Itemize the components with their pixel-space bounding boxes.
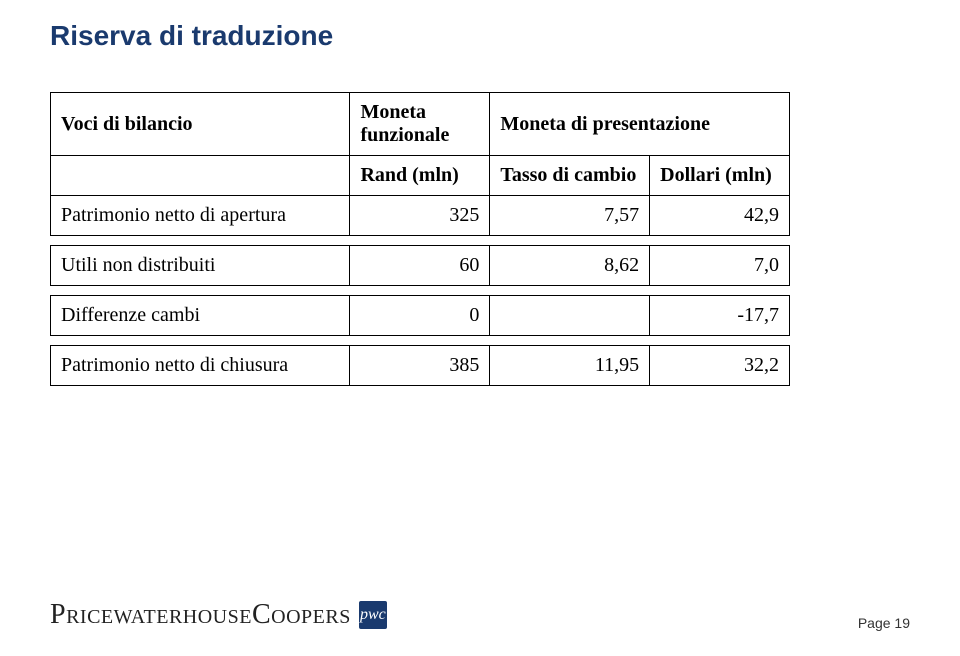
logo: PricewaterhouseCoopers pwc	[50, 599, 387, 631]
translation-reserve-table: Voci di bilancio Moneta funzionale Monet…	[50, 92, 790, 386]
row-label: Patrimonio netto di chiusura	[51, 346, 350, 386]
table-row: Differenze cambi 0 -17,7	[51, 296, 790, 336]
table-header-row-1: Voci di bilancio Moneta funzionale Monet…	[51, 93, 790, 156]
spacer-row	[51, 286, 790, 296]
row-rand: 325	[350, 196, 490, 236]
row-label: Patrimonio netto di apertura	[51, 196, 350, 236]
row-usd: -17,7	[650, 296, 790, 336]
hdr-moneta-funz: Moneta funzionale	[350, 93, 490, 156]
table-row: Patrimonio netto di apertura 325 7,57 42…	[51, 196, 790, 236]
hdr-tasso: Tasso di cambio	[490, 156, 650, 196]
row-usd: 32,2	[650, 346, 790, 386]
table-row: Utili non distribuiti 60 8,62 7,0	[51, 246, 790, 286]
row-rate	[490, 296, 650, 336]
hdr-rand: Rand (mln)	[350, 156, 490, 196]
row-rand: 385	[350, 346, 490, 386]
hdr-voci: Voci di bilancio	[51, 93, 350, 156]
row-label: Utili non distribuiti	[51, 246, 350, 286]
row-rand: 60	[350, 246, 490, 286]
row-rate: 7,57	[490, 196, 650, 236]
row-usd: 42,9	[650, 196, 790, 236]
row-rate: 11,95	[490, 346, 650, 386]
hdr-moneta-pres: Moneta di presentazione	[490, 93, 790, 156]
page-number: Page 19	[858, 615, 910, 631]
spacer-row	[51, 336, 790, 346]
table-row: Patrimonio netto di chiusura 385 11,95 3…	[51, 346, 790, 386]
logo-text: PricewaterhouseCoopers	[50, 599, 351, 631]
logo-badge-icon: pwc	[359, 601, 387, 629]
row-rate: 8,62	[490, 246, 650, 286]
spacer-row	[51, 236, 790, 246]
page-title: Riserva di traduzione	[50, 20, 910, 52]
hdr-empty	[51, 156, 350, 196]
row-usd: 7,0	[650, 246, 790, 286]
hdr-dollari: Dollari (mln)	[650, 156, 790, 196]
table-header-row-2: Rand (mln) Tasso di cambio Dollari (mln)	[51, 156, 790, 196]
row-label: Differenze cambi	[51, 296, 350, 336]
row-rand: 0	[350, 296, 490, 336]
